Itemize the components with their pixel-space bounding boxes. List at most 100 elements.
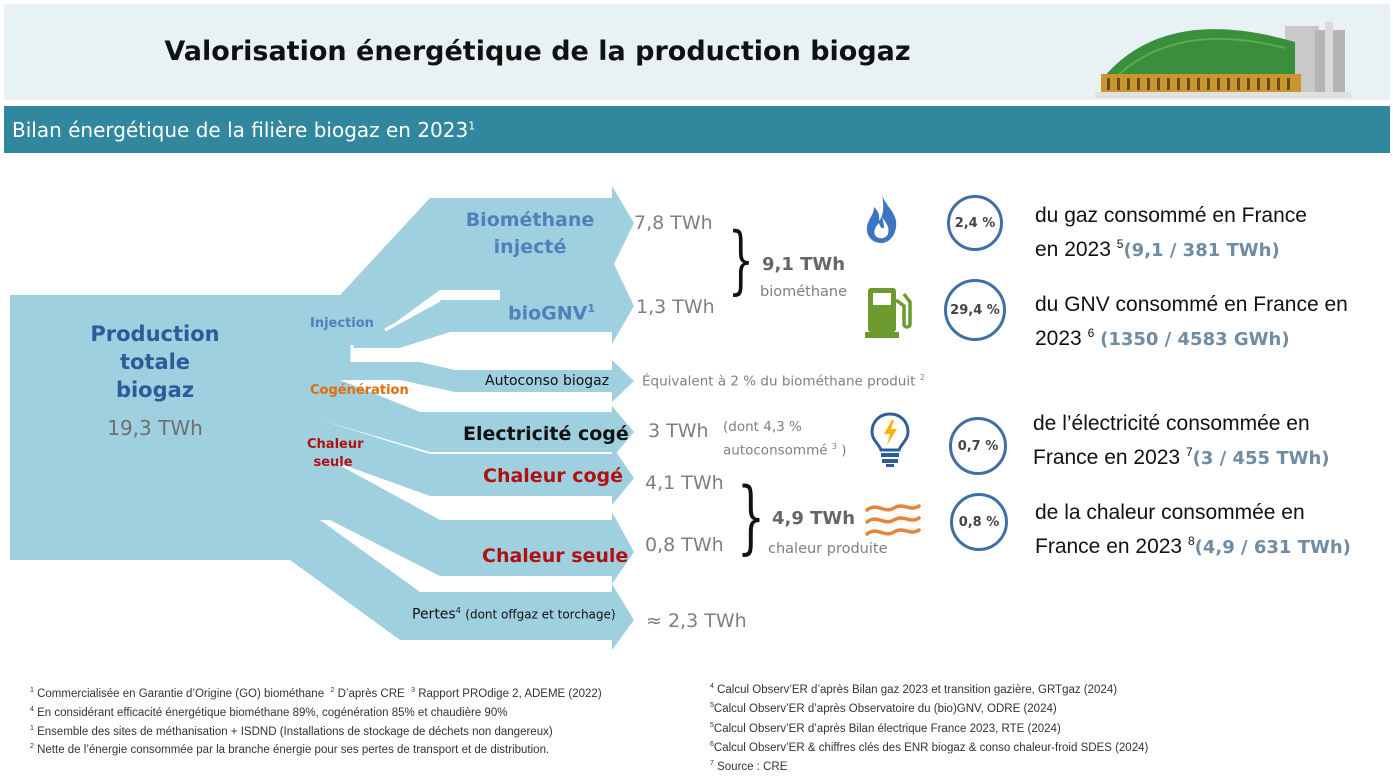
pertes-detail: (dont offgaz et torchage) xyxy=(465,607,616,622)
footnote-left-4: 2 Nette de l’énergie consommée par la br… xyxy=(30,739,720,758)
brace-chaleur: } xyxy=(737,470,765,563)
heat-waves-icon xyxy=(865,504,921,536)
source-value: 19,3 TWh xyxy=(107,416,203,440)
pertes-value: ≈ 2,3 TWh xyxy=(646,610,747,632)
chaleur-seule-label: Chaleur seule xyxy=(482,545,629,567)
elec-note-end: ) xyxy=(841,442,847,459)
flow-arrow-biognv xyxy=(500,260,634,344)
stat-gaz-line1: du gaz consommé en France xyxy=(1035,204,1307,227)
fn-ref: 1 xyxy=(30,687,34,694)
biomethane-value: 7,8 TWh xyxy=(634,212,713,234)
autoconso-footnote-ref: 2 xyxy=(919,373,925,382)
chaleur-total: 4,9 TWh xyxy=(772,508,856,529)
flow-arrow-biomethane xyxy=(430,186,634,268)
elec-cogen-note: (dont 4,3 % autoconsommé 3 ) xyxy=(723,417,847,461)
fn-text: Calcul Observ’ER d’après Bilan gaz 2023 … xyxy=(717,683,1118,696)
fn-ref: 4 xyxy=(710,683,714,690)
flow-source xyxy=(10,295,250,560)
stat-chaleur-circle: 0,8 % xyxy=(950,493,1008,551)
stat-gaz-ref: 5 xyxy=(1116,237,1124,251)
fn-text: Commercialisée en Garantie d’Origine (GO… xyxy=(37,687,325,700)
fn-ref: 5 xyxy=(710,721,714,729)
fn-ref: 2 xyxy=(30,743,34,751)
stat-gaz-line2: en 2023 xyxy=(1035,238,1111,261)
flow-injection-lower xyxy=(250,300,500,348)
fn-text: Calcul Observ’ER d’après Observatoire du… xyxy=(713,703,1057,716)
subtitle: Bilan énergétique de la filière biogaz e… xyxy=(12,118,475,142)
footnote-right-5: 7 Source : CRE xyxy=(710,756,1350,775)
chaleur-caption: chaleur produite xyxy=(768,541,888,557)
footnote-right-2: 5Calcul Observ’ER d’après Observatoire d… xyxy=(710,698,1350,717)
flow-cogeneration xyxy=(250,380,634,458)
subtitle-text: Bilan énergétique de la filière biogaz e… xyxy=(12,118,469,142)
footnotes-left: 1 Commercialisée en Garantie d’Origine (… xyxy=(30,683,720,758)
stat-gaz-circle: 2,4 % xyxy=(947,195,1003,251)
footnote-right-3: 5Calcul Observ’ER d’après Bilan électriq… xyxy=(710,718,1350,737)
source-title-line2: totale xyxy=(119,350,191,374)
fn-text: Ensemble des sites de méthanisation + IS… xyxy=(37,725,553,738)
footnote-left-3: 1 Ensemble des sites de méthanisation + … xyxy=(30,721,720,740)
biomethane-line1: Biométhane xyxy=(465,209,595,231)
elec-note-ref: 3 xyxy=(831,442,837,451)
fn-text: Calcul Observ’ER & chiffres clés des ENR… xyxy=(713,741,1149,754)
elec-cogen-label: Electricité cogé xyxy=(463,423,629,445)
chaleur-cogen-label: Chaleur cogé xyxy=(483,465,624,487)
lightbulb-icon xyxy=(870,412,910,467)
stat-elec-ratio: (3 / 455 TWh) xyxy=(1192,448,1330,469)
fn-text: Nette de l’énergie consommée par la bran… xyxy=(37,744,550,757)
stat-chaleur-line1: de la chaleur consommée en xyxy=(1035,501,1305,524)
biognv-value: 1,3 TWh xyxy=(636,296,715,318)
pertes-footnote-ref: 4 xyxy=(455,606,461,615)
stat-gaz-text: du gaz consommé en France en 2023 5(9,1 … xyxy=(1035,202,1307,265)
branch-chaleur-line2: seule xyxy=(313,455,353,470)
flow-arrow-chaleur-seule xyxy=(250,460,634,584)
stat-gaz-ratio: (9,1 / 381 TWh) xyxy=(1123,240,1280,261)
pertes-label: Pertes4 (dont offgaz et torchage) xyxy=(412,606,616,623)
branch-cogeneration: Cogénération xyxy=(310,383,409,398)
flow-arrow-chaleur-cogen xyxy=(250,420,634,505)
fn-ref: 7 xyxy=(710,760,714,768)
stat-chaleur-line2: France en 2023 xyxy=(1035,535,1183,558)
fuel-pump-icon xyxy=(865,288,912,338)
autoconso-value-text: Équivalent à 2 % du biométhane produit xyxy=(642,373,916,390)
source-label: Production totale biogaz xyxy=(60,320,250,404)
stat-elec-line1: de l’électricité consommée en xyxy=(1033,412,1310,435)
footnotes-right: 4 Calcul Observ’ER d’après Bilan gaz 202… xyxy=(710,679,1350,776)
biognv-text: bioGNV xyxy=(508,302,588,325)
footnote-left-1: 1 Commercialisée en Garantie d’Origine (… xyxy=(30,683,720,702)
biognv-footnote-ref: 1 xyxy=(587,302,596,315)
subtitle-bar xyxy=(4,106,1390,153)
stat-chaleur-ratio: (4,9 / 631 TWh) xyxy=(1194,537,1351,558)
fn-ref: 4 xyxy=(30,705,34,713)
stat-chaleur-text: de la chaleur consommée en France en 202… xyxy=(1035,499,1351,562)
branch-injection: Injection xyxy=(310,316,374,331)
fn-ref: 3 xyxy=(411,687,415,694)
biomethane-line2: injecté xyxy=(493,236,567,258)
stat-gnv-text: du GNV consommé en France en 2023 6 (135… xyxy=(1035,291,1348,354)
biomethane-label: Biométhane injecté xyxy=(465,207,595,261)
autoconso-value: Équivalent à 2 % du biométhane produit 2 xyxy=(642,373,925,390)
subtitle-footnote-ref: 1 xyxy=(468,119,476,133)
stat-gnv-line1: du GNV consommé en France en xyxy=(1035,293,1348,316)
footnote-left-2: 4 En considérant efficacité énergétique … xyxy=(30,702,720,721)
elec-note-line2: autoconsommé xyxy=(723,442,828,459)
biogas-plant-illustration xyxy=(1095,22,1351,98)
autoconso-label: Autoconso biogaz xyxy=(485,373,610,389)
fn-ref: 5 xyxy=(710,702,714,710)
chaleur-cogen-value: 4,1 TWh xyxy=(645,472,724,494)
pertes-text: Pertes xyxy=(412,606,456,623)
fn-text: D’après CRE xyxy=(337,687,405,700)
brace-biomethane: } xyxy=(728,217,754,303)
fn-text: Calcul Observ’ER d’après Bilan électriqu… xyxy=(713,722,1061,735)
fn-text: Source : CRE xyxy=(717,761,788,774)
fn-text: Rapport PROdige 2, ADEME (2022) xyxy=(418,687,602,700)
branch-chaleur-line1: Chaleur xyxy=(307,437,364,452)
biomethane-total: 9,1 TWh xyxy=(762,254,846,275)
stat-elec-circle: 0,7 % xyxy=(949,417,1007,475)
biomethane-caption: biométhane xyxy=(760,284,848,300)
stat-elec-text: de l’électricité consommée en France en … xyxy=(1033,410,1330,473)
chaleur-seule-value: 0,8 TWh xyxy=(645,534,724,556)
stat-gnv-ref: 6 xyxy=(1087,326,1095,340)
fn-ref: 1 xyxy=(30,724,34,732)
